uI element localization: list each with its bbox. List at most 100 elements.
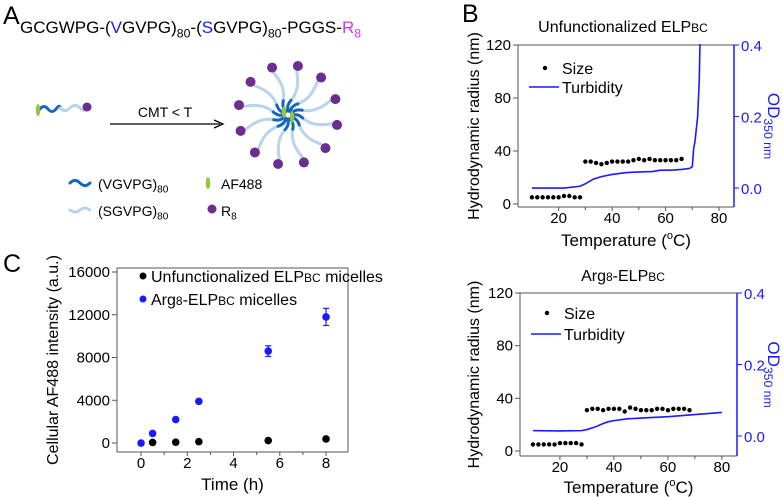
x-axis-label: Temperature (oC)	[564, 477, 694, 497]
x-tick-label: 4	[229, 455, 237, 472]
text-part: Size	[562, 61, 593, 78]
text-part: R	[221, 203, 231, 219]
text-part: 350 nm	[761, 118, 775, 159]
text-part: 8	[606, 270, 613, 284]
series-1	[531, 44, 701, 189]
text-part: Size	[564, 306, 595, 323]
y-tick-label: 4000	[77, 392, 110, 409]
data-point	[545, 195, 551, 200]
r8-peptide-icon	[233, 100, 244, 111]
x-tick-label: 60	[660, 459, 677, 476]
arrow-label: CMT < T	[138, 104, 193, 120]
chart-size-turbidity-unfunctionalized: 20 40 60 80 0 40 80 120 0.0 0.2 0.4 Unfunctionalize…	[466, 19, 783, 250]
data-point	[617, 406, 622, 412]
r8-peptide-icon	[235, 125, 246, 136]
y-axis-label: Hydrodynamic radius (nm)	[466, 32, 483, 220]
data-point	[647, 156, 652, 162]
y2-tick-label: 0.2	[744, 357, 765, 374]
x-axis-label: Temperature (oC)	[561, 230, 691, 250]
data-point	[195, 397, 203, 406]
hydrophilic-block-icon	[58, 104, 88, 112]
r8-peptide-icon	[267, 62, 278, 73]
y-tick-label: 40	[494, 143, 511, 160]
series-0	[529, 156, 684, 200]
dye-icon	[205, 177, 211, 189]
x-tick-label: 6	[276, 455, 284, 472]
legend-label: R8	[221, 203, 237, 223]
text-part: Arg	[151, 292, 176, 309]
y-tick-label: 0	[505, 443, 513, 460]
r8-peptide-icon	[332, 119, 343, 130]
y-tick-label: 80	[494, 90, 511, 107]
y-tick-label: 0	[102, 435, 110, 452]
data-point	[546, 442, 552, 447]
core-chain	[283, 117, 290, 132]
text-part: (SGVPG)	[98, 203, 157, 219]
data-point	[556, 195, 561, 200]
data-point	[536, 442, 541, 447]
hydrophobic-block-icon	[38, 104, 62, 113]
x-tick-label: 80	[711, 210, 728, 227]
legend-label-turbidity: Turbidity	[564, 327, 625, 344]
chart-legend: Unfunctionalized ELPBC micellesArg8-ELPB…	[139, 269, 383, 309]
data-point	[641, 158, 647, 163]
y2-axis-label: OD350 nm	[761, 341, 783, 407]
legend-label: AF488	[221, 176, 262, 192]
data-point	[620, 159, 625, 164]
data-point	[137, 439, 145, 447]
core-chain	[276, 116, 287, 128]
corona-chain	[243, 103, 275, 114]
data-point	[171, 415, 180, 424]
y-tick-label: 0	[503, 196, 511, 213]
data-point	[636, 156, 642, 162]
data-point	[660, 406, 665, 412]
text-part: -PGGS-	[281, 18, 341, 37]
corona-chain	[257, 124, 280, 150]
corona-chain	[301, 116, 333, 127]
data-point	[658, 158, 663, 163]
text-part: AF488	[221, 176, 262, 192]
y2-tick-label: 0.4	[741, 38, 762, 55]
data-point	[588, 159, 593, 164]
text-part: Turbidity	[564, 327, 625, 344]
elp-monomer	[35, 102, 92, 116]
text-part: Hydrodynamic radius (nm)	[466, 281, 483, 469]
data-point	[627, 405, 633, 410]
text-part: 8	[176, 294, 183, 308]
text-part: GCGWPG-(	[20, 18, 111, 37]
plot-area	[137, 307, 330, 447]
text-part: Unfunctionalized ELP	[538, 19, 691, 36]
data-point	[600, 407, 606, 413]
data-point	[540, 195, 545, 200]
y-tick-label: 120	[488, 285, 513, 302]
data-point	[572, 195, 577, 200]
y2-axis-label: OD350 nm	[761, 93, 783, 159]
y2-tick-label: 0.2	[741, 110, 762, 127]
x-tick-label: 40	[604, 210, 621, 227]
text-part: V	[111, 18, 123, 37]
x-axis-label: Time (h)	[201, 475, 264, 494]
corona-chain	[296, 80, 319, 106]
corona-chain	[300, 99, 332, 113]
text-part: -(	[190, 18, 202, 37]
corona-chain	[289, 70, 300, 102]
text-part: R	[342, 18, 354, 37]
text-part: o	[667, 230, 673, 242]
legend-marker	[139, 295, 147, 303]
plot-area	[530, 405, 722, 447]
data-point	[676, 406, 681, 412]
data-point	[264, 436, 273, 445]
text-part: 80	[177, 26, 191, 40]
corona-chain	[290, 127, 304, 159]
x-tick-label: 80	[714, 459, 731, 476]
text-part: OD	[764, 341, 783, 367]
chart-cellular-uptake: 0 2 4 6 8 0 4000 8000 12000 16000 Time (h) Cellular…	[45, 255, 383, 494]
dye-icon	[281, 106, 287, 118]
text-part: Cellular AF488 intensity (a.u.)	[45, 255, 62, 465]
data-point	[568, 440, 573, 446]
legend-label: Unfunctionalized ELPBC micelles	[151, 269, 383, 286]
micelle-icon	[233, 60, 343, 170]
text-part: BC	[691, 21, 708, 35]
text-part: Temperature (	[561, 231, 667, 250]
hydrophobic-block-icon	[68, 179, 92, 187]
